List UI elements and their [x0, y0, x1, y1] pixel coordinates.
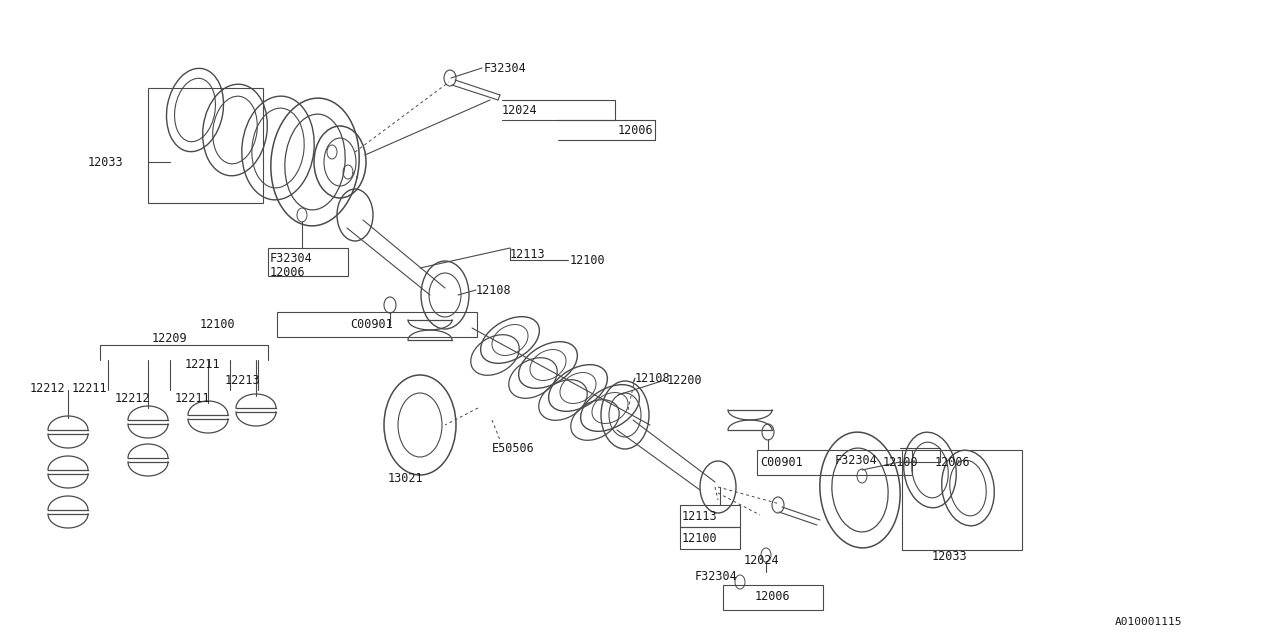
Text: E50506: E50506 — [492, 442, 535, 454]
Text: F32304: F32304 — [835, 454, 878, 467]
Text: 12006: 12006 — [270, 266, 306, 278]
Text: 12211: 12211 — [186, 358, 220, 371]
Text: 12033: 12033 — [932, 550, 968, 563]
Text: 12213: 12213 — [225, 374, 261, 387]
Text: 12113: 12113 — [509, 248, 545, 260]
Bar — [723, 585, 823, 610]
Text: 12108: 12108 — [476, 284, 512, 296]
Text: 12006: 12006 — [755, 591, 791, 604]
Text: F32304: F32304 — [484, 61, 527, 74]
Text: 12100: 12100 — [682, 531, 718, 545]
Text: 12113: 12113 — [682, 509, 718, 522]
Text: 12100: 12100 — [883, 456, 919, 468]
Text: 12211: 12211 — [175, 392, 211, 404]
Text: 12100: 12100 — [570, 253, 605, 266]
Text: 12024: 12024 — [744, 554, 780, 566]
Text: A010001115: A010001115 — [1115, 617, 1183, 627]
Text: 12212: 12212 — [29, 381, 65, 394]
Text: 12212: 12212 — [115, 392, 151, 404]
Bar — [276, 312, 477, 337]
Text: F32304: F32304 — [695, 570, 737, 582]
Text: 12033: 12033 — [88, 156, 124, 168]
Text: 12209: 12209 — [152, 332, 188, 344]
Text: 12200: 12200 — [667, 374, 703, 387]
Text: 12006: 12006 — [618, 124, 654, 136]
Text: 12100: 12100 — [200, 317, 236, 330]
Bar — [268, 248, 348, 276]
Text: 12211: 12211 — [72, 381, 108, 394]
Bar — [680, 505, 740, 527]
Text: C00901: C00901 — [760, 456, 803, 468]
Bar — [148, 88, 262, 203]
Text: 12108: 12108 — [635, 371, 671, 385]
Text: 13021: 13021 — [388, 472, 424, 484]
Bar — [902, 450, 1021, 550]
Text: C00901: C00901 — [349, 317, 393, 330]
Text: 12024: 12024 — [502, 104, 538, 116]
Bar — [680, 527, 740, 549]
Text: 12006: 12006 — [934, 456, 970, 468]
Bar — [756, 450, 911, 475]
Text: F32304: F32304 — [270, 252, 312, 264]
